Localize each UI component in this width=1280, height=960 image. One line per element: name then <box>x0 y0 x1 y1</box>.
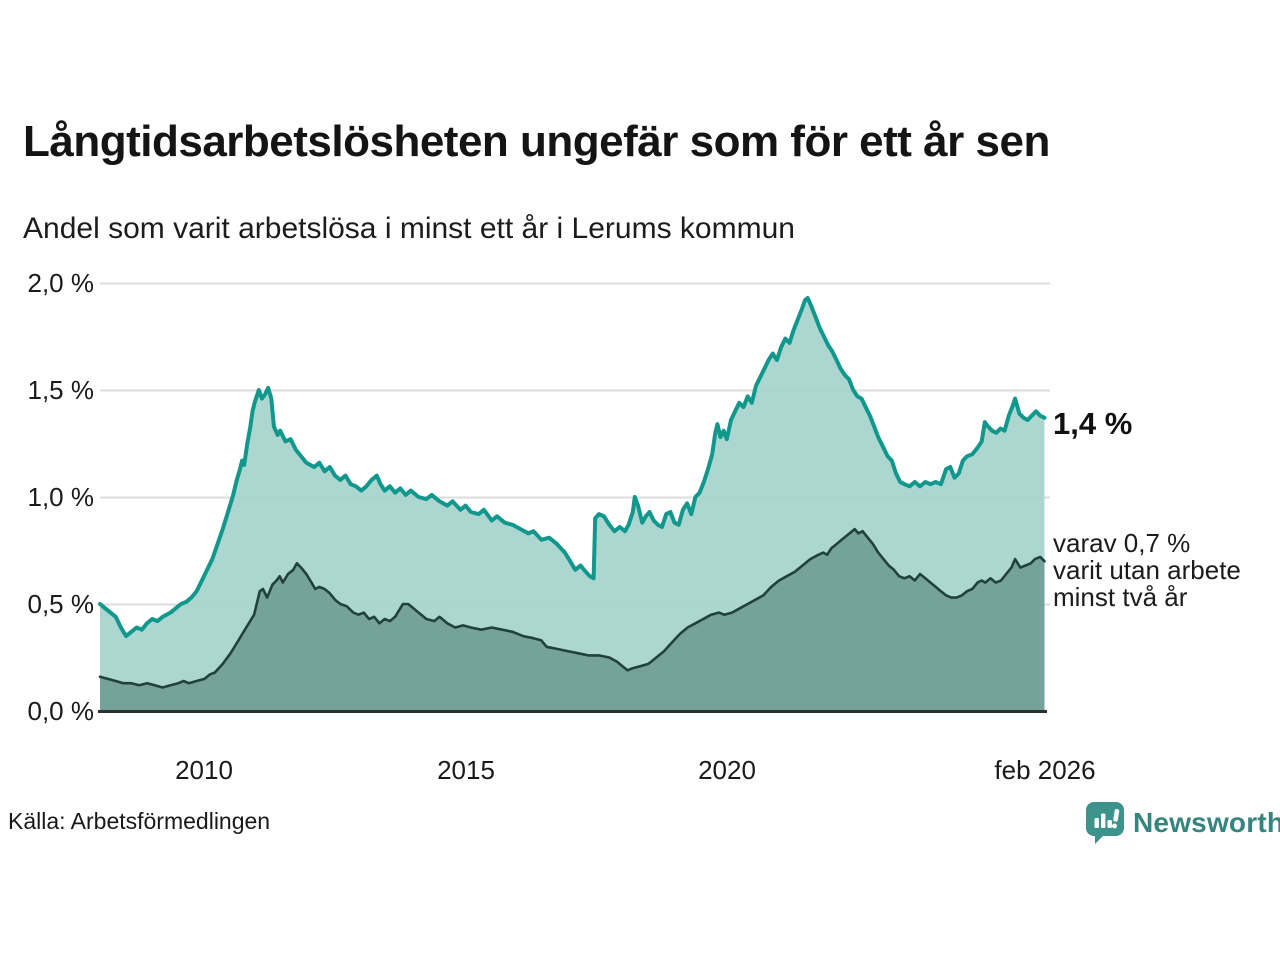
y-axis-tick: 0,5 % <box>28 589 95 619</box>
secondary-series-label: varav 0,7 % varit utan arbete minst två … <box>1053 530 1241 611</box>
x-axis-tick: 2010 <box>175 755 233 785</box>
newsworthy-logo[interactable]: Newsworthy <box>1086 802 1280 844</box>
secondary-series-label-line3: minst två år <box>1053 582 1188 612</box>
secondary-series-label-line2: varit utan arbete <box>1053 555 1241 585</box>
series-minst-ett-ar-line <box>98 296 1047 639</box>
newsworthy-wordmark: Newsworthy <box>1133 807 1280 838</box>
chart-title: Långtidsarbetslösheten ungefär som för e… <box>23 117 1050 166</box>
chart-subtitle: Andel som varit arbetslösa i minst ett å… <box>23 212 795 245</box>
x-axis-tick: feb 2026 <box>994 755 1095 785</box>
series-minst-tva-ar-area <box>100 529 1045 711</box>
x-axis-tick: 2020 <box>698 755 756 785</box>
x-axis-tick: 2015 <box>437 755 495 785</box>
y-axis-tick: 1,0 % <box>28 482 95 512</box>
secondary-series-label-line1: varav 0,7 % <box>1053 528 1191 558</box>
newsworthy-icon <box>1086 802 1124 844</box>
y-axis: 2,0 % 1,5 % 1,0 % 0,5 % 0,0 % <box>28 268 95 726</box>
y-axis-tick: 2,0 % <box>28 268 95 298</box>
y-axis-tick: 0,0 % <box>28 696 95 726</box>
y-axis-tick: 1,5 % <box>28 375 95 405</box>
source-note: Källa: Arbetsförmedlingen <box>8 808 271 834</box>
series-minst-tva-ar-line <box>98 527 1046 689</box>
latest-value-label: 1,4 % <box>1053 406 1133 441</box>
x-axis: 2010 2015 2020 feb 2026 <box>175 755 1096 785</box>
